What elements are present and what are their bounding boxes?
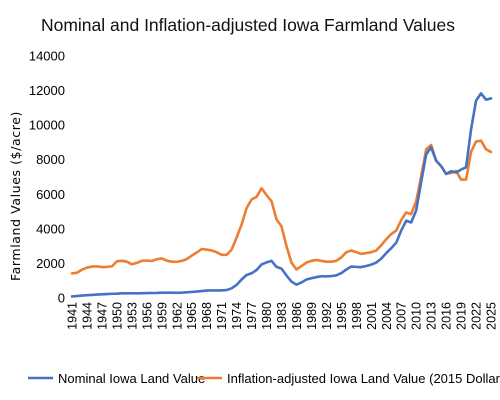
y-tick-label: 4000 bbox=[36, 221, 65, 236]
y-tick-label: 8000 bbox=[36, 152, 65, 167]
x-tick-label: 2016 bbox=[440, 302, 454, 330]
x-tick-label: 1959 bbox=[155, 302, 169, 330]
x-tick-label: 1983 bbox=[275, 302, 289, 330]
y-tick-label: 12000 bbox=[29, 83, 65, 98]
x-tick-label: 2001 bbox=[365, 302, 379, 330]
legend-label-inflation-adjusted: Inflation-adjusted Iowa Land Value (2015… bbox=[227, 371, 500, 386]
x-tick-label: 1950 bbox=[110, 302, 124, 330]
x-tick-label: 1989 bbox=[305, 302, 319, 330]
x-tick-label: 1977 bbox=[245, 302, 259, 330]
y-axis-title: Farmland Values ($/acre) bbox=[8, 111, 23, 281]
y-tick-label: 0 bbox=[58, 291, 65, 306]
chart-title: Nominal and Inflation-adjusted Iowa Farm… bbox=[41, 15, 455, 35]
x-tick-label: 1956 bbox=[140, 302, 154, 330]
y-tick-labels: 0 2000 4000 6000 8000 10000 12000 14000 bbox=[29, 49, 65, 306]
x-tick-label: 1947 bbox=[95, 302, 109, 330]
x-tick-label: 1998 bbox=[350, 302, 364, 330]
x-tick-label: 1968 bbox=[200, 302, 214, 330]
series-lines bbox=[70, 92, 493, 298]
x-tick-label: 1986 bbox=[290, 302, 304, 330]
x-tick-label: 2022 bbox=[470, 302, 484, 330]
x-tick-label: 2025 bbox=[485, 302, 499, 330]
x-tick-label: 2019 bbox=[455, 302, 469, 330]
y-tick-label: 2000 bbox=[36, 256, 65, 271]
x-tick-label: 2010 bbox=[410, 302, 424, 330]
x-tick-label: 2007 bbox=[395, 302, 409, 330]
x-tick-label: 1980 bbox=[260, 302, 274, 330]
y-tick-label: 10000 bbox=[29, 118, 65, 133]
x-tick-label: 1995 bbox=[335, 302, 349, 330]
x-tick-label: 1965 bbox=[185, 302, 199, 330]
x-tick-label: 1944 bbox=[80, 302, 94, 330]
y-tick-label: 6000 bbox=[36, 187, 65, 202]
x-tick-label: 1992 bbox=[320, 302, 334, 330]
series-line-inflation-adjusted bbox=[70, 139, 493, 275]
x-tick-label: 2004 bbox=[380, 302, 394, 330]
x-tick-label: 1953 bbox=[125, 302, 139, 330]
y-tick-label: 14000 bbox=[29, 49, 65, 64]
x-tick-label: 1971 bbox=[215, 302, 229, 330]
series-line-nominal bbox=[70, 92, 493, 298]
legend-label-nominal: Nominal Iowa Land Value bbox=[58, 371, 205, 386]
x-tick-label: 1974 bbox=[230, 302, 244, 330]
x-tick-labels: 1941 1944 1947 1950 1953 1956 1959 1962 1965 1968… bbox=[66, 302, 499, 330]
x-tick-label: 1962 bbox=[170, 302, 184, 330]
legend: Nominal Iowa Land Value Inflation-adjust… bbox=[28, 371, 500, 386]
x-tick-label: 1941 bbox=[66, 302, 80, 330]
x-tick-label: 2013 bbox=[425, 302, 439, 330]
